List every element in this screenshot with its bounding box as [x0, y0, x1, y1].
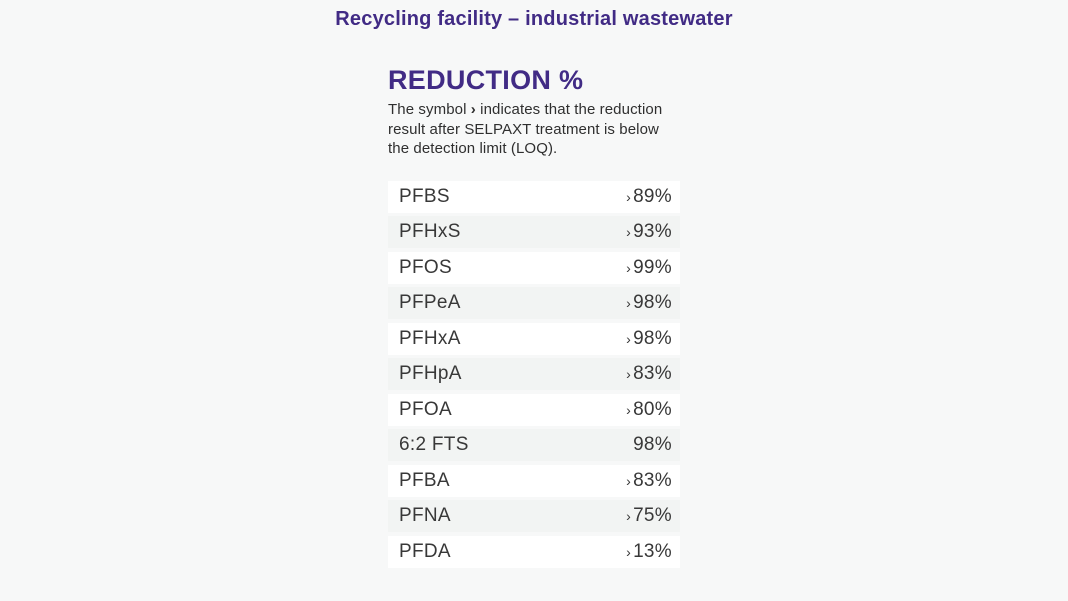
- reduction-number: 93%: [633, 221, 672, 242]
- greater-than-icon: ›: [626, 259, 632, 276]
- table-row: PFHxA › 98%: [388, 322, 680, 355]
- reduction-value: › 80%: [626, 399, 672, 421]
- reduction-value: › 83%: [626, 470, 672, 492]
- compound-label: PFBS: [399, 185, 450, 207]
- greater-than-icon: ›: [626, 295, 632, 311]
- reduction-number: 89%: [633, 185, 672, 207]
- table-row: PFNA › 75%: [388, 500, 680, 532]
- reduction-number: 83%: [633, 469, 672, 491]
- section-note: The symbol › indicates that the reductio…: [388, 100, 680, 159]
- reduction-value: › 99%: [626, 257, 672, 279]
- compound-label: PFBA: [399, 469, 450, 491]
- greater-than-icon: ›: [626, 508, 632, 524]
- reduction-number: 98%: [633, 292, 672, 313]
- table-row: PFOA › 80%: [388, 393, 680, 426]
- compound-label: PFHxS: [399, 221, 461, 242]
- reduction-value: › 89%: [626, 186, 672, 208]
- page-title: Recycling facility – industrial wastewat…: [335, 8, 733, 30]
- compound-label: PFHpA: [399, 363, 462, 384]
- reduction-number: 99%: [633, 256, 672, 278]
- note-suffix: indicates that the reduction result afte…: [388, 101, 663, 157]
- greater-than-icon: ›: [626, 188, 632, 205]
- reduction-value: › 75%: [626, 505, 672, 527]
- compound-label: PFOS: [399, 256, 452, 278]
- content-column: REDUCTION % The symbol › indicates that …: [388, 65, 680, 568]
- greater-than-icon: ›: [626, 472, 632, 489]
- table-row: PFPeA › 98%: [388, 287, 680, 319]
- reduction-number: 80%: [633, 398, 672, 420]
- greater-than-symbol: ›: [470, 101, 476, 118]
- table-row: PFBA › 83%: [388, 464, 680, 497]
- reduction-number: 75%: [633, 505, 672, 526]
- greater-than-icon: ›: [626, 366, 632, 382]
- reduction-number: 98%: [633, 327, 672, 349]
- compound-label: 6:2 FTS: [399, 434, 469, 455]
- compound-label: PFNA: [399, 505, 451, 526]
- table-row: PFHxS › 93%: [388, 216, 680, 248]
- reduction-value: › 98%: [626, 328, 672, 350]
- compound-label: PFDA: [399, 540, 451, 562]
- table-row: PFBS › 89%: [388, 180, 680, 213]
- reduction-number: 13%: [633, 540, 672, 562]
- reduction-value: › 13%: [626, 541, 672, 563]
- reduction-value: › 98%: [626, 292, 672, 314]
- compound-label: PFHxA: [399, 327, 461, 349]
- greater-than-icon: ›: [626, 330, 632, 347]
- greater-than-icon: ›: [626, 543, 632, 560]
- table-row: PFOS › 99%: [388, 251, 680, 284]
- section-heading: REDUCTION %: [388, 65, 584, 95]
- greater-than-icon: ›: [626, 224, 632, 240]
- table-row: PFDA › 13%: [388, 535, 680, 568]
- note-prefix: The symbol: [388, 101, 471, 118]
- compound-label: PFPeA: [399, 292, 461, 313]
- table-row: PFHpA › 83%: [388, 358, 680, 390]
- table-row: 6:2 FTS 98%: [388, 429, 680, 461]
- reduction-number: 83%: [633, 363, 672, 384]
- reduction-value: › 93%: [626, 221, 672, 243]
- reduction-value: › 83%: [626, 363, 672, 385]
- reduction-number: 98%: [633, 434, 672, 455]
- reduction-table: PFBS › 89% PFHxS › 93% PFOS › 99% PFPeA › 98…: [388, 180, 680, 568]
- greater-than-icon: ›: [626, 401, 632, 418]
- reduction-value: 98%: [631, 434, 672, 456]
- compound-label: PFOA: [399, 398, 452, 420]
